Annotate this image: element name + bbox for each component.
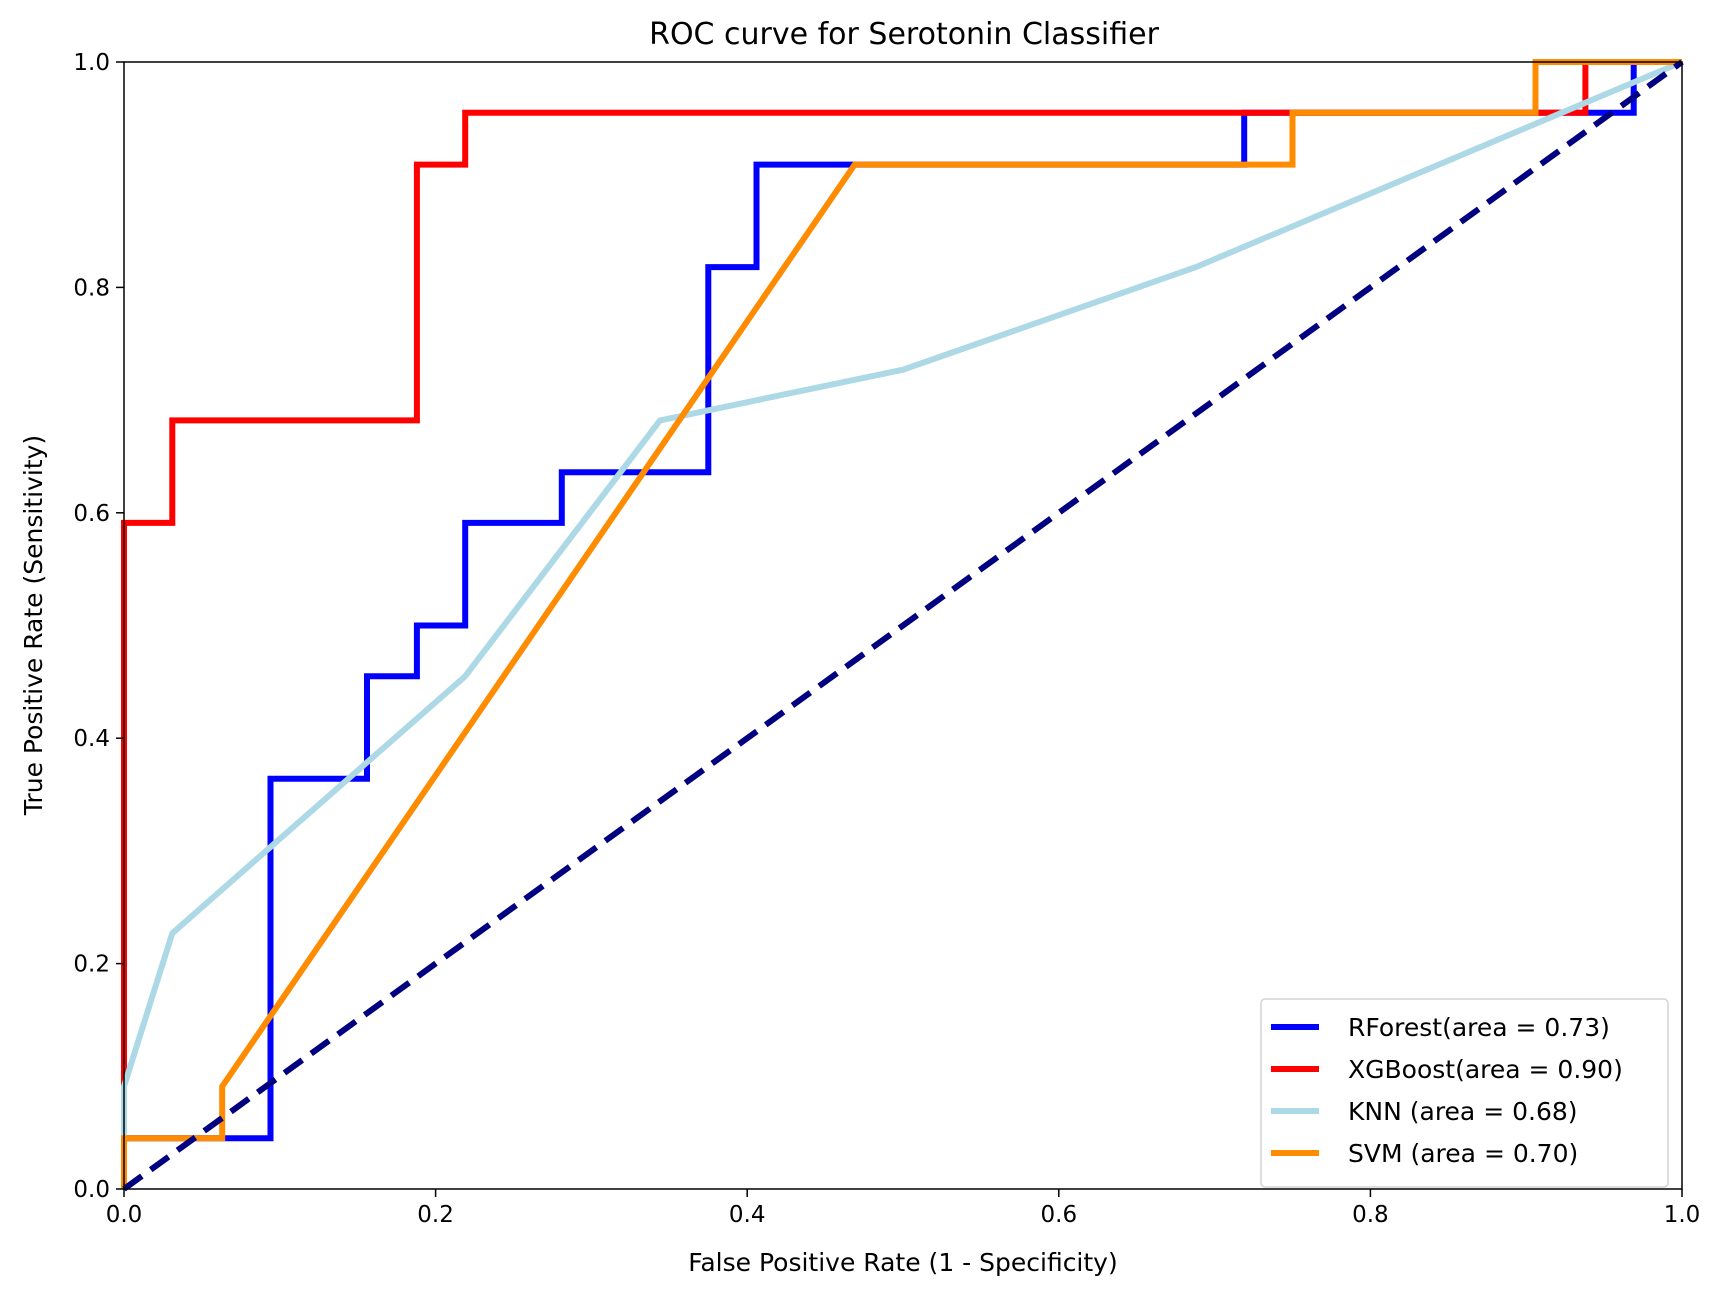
- x-tick-label: 1.0: [1664, 1202, 1701, 1228]
- x-tick-label: 0.4: [729, 1202, 766, 1228]
- y-tick-label: 0.4: [73, 726, 110, 752]
- chart-title: ROC curve for Serotonin Classifier: [649, 17, 1159, 52]
- x-tick-label: 0.8: [1352, 1202, 1389, 1228]
- legend-entry-label: KNN (area = 0.68): [1348, 1097, 1578, 1126]
- x-tick-label: 0.2: [417, 1202, 454, 1228]
- x-axis-label: False Positive Rate (1 - Specificity): [688, 1248, 1117, 1277]
- x-tick-label: 0.0: [106, 1202, 143, 1228]
- y-tick-label: 1.0: [73, 50, 110, 76]
- roc-series-line-3: [121, 59, 1682, 1189]
- y-axis-label: True Positive Rate (Sensitivity): [19, 435, 48, 816]
- legend-entry-label: XGBoost(area = 0.90): [1348, 1055, 1623, 1084]
- plot-lines: [121, 59, 1684, 1192]
- x-axis-ticks: 0.0 0.2 0.4 0.6 0.8 1.0: [106, 1189, 1701, 1228]
- plot-frame: [123, 61, 1683, 1190]
- legend-entry-label: RForest(area = 0.73): [1348, 1013, 1610, 1042]
- x-tick-label: 0.6: [1041, 1202, 1078, 1228]
- roc-series-line-2: [121, 59, 1684, 1189]
- roc-series-line-1: [121, 59, 1682, 1189]
- chance-diagonal-line: [122, 59, 1684, 1192]
- legend: RForest(area = 0.73) XGBoost(area = 0.90)…: [1260, 998, 1669, 1188]
- y-tick-label: 0.2: [73, 952, 110, 978]
- y-tick-label: 0.6: [73, 501, 110, 527]
- legend-entry-label: SVM (area = 0.70): [1348, 1139, 1578, 1168]
- y-tick-label: 0.0: [73, 1177, 110, 1203]
- y-tick-label: 0.8: [73, 275, 110, 301]
- roc-series-line-0: [121, 59, 1682, 1189]
- y-axis-ticks: 0.0 0.2 0.4 0.6 0.8 1.0: [73, 50, 124, 1203]
- legend-box: [1260, 998, 1669, 1188]
